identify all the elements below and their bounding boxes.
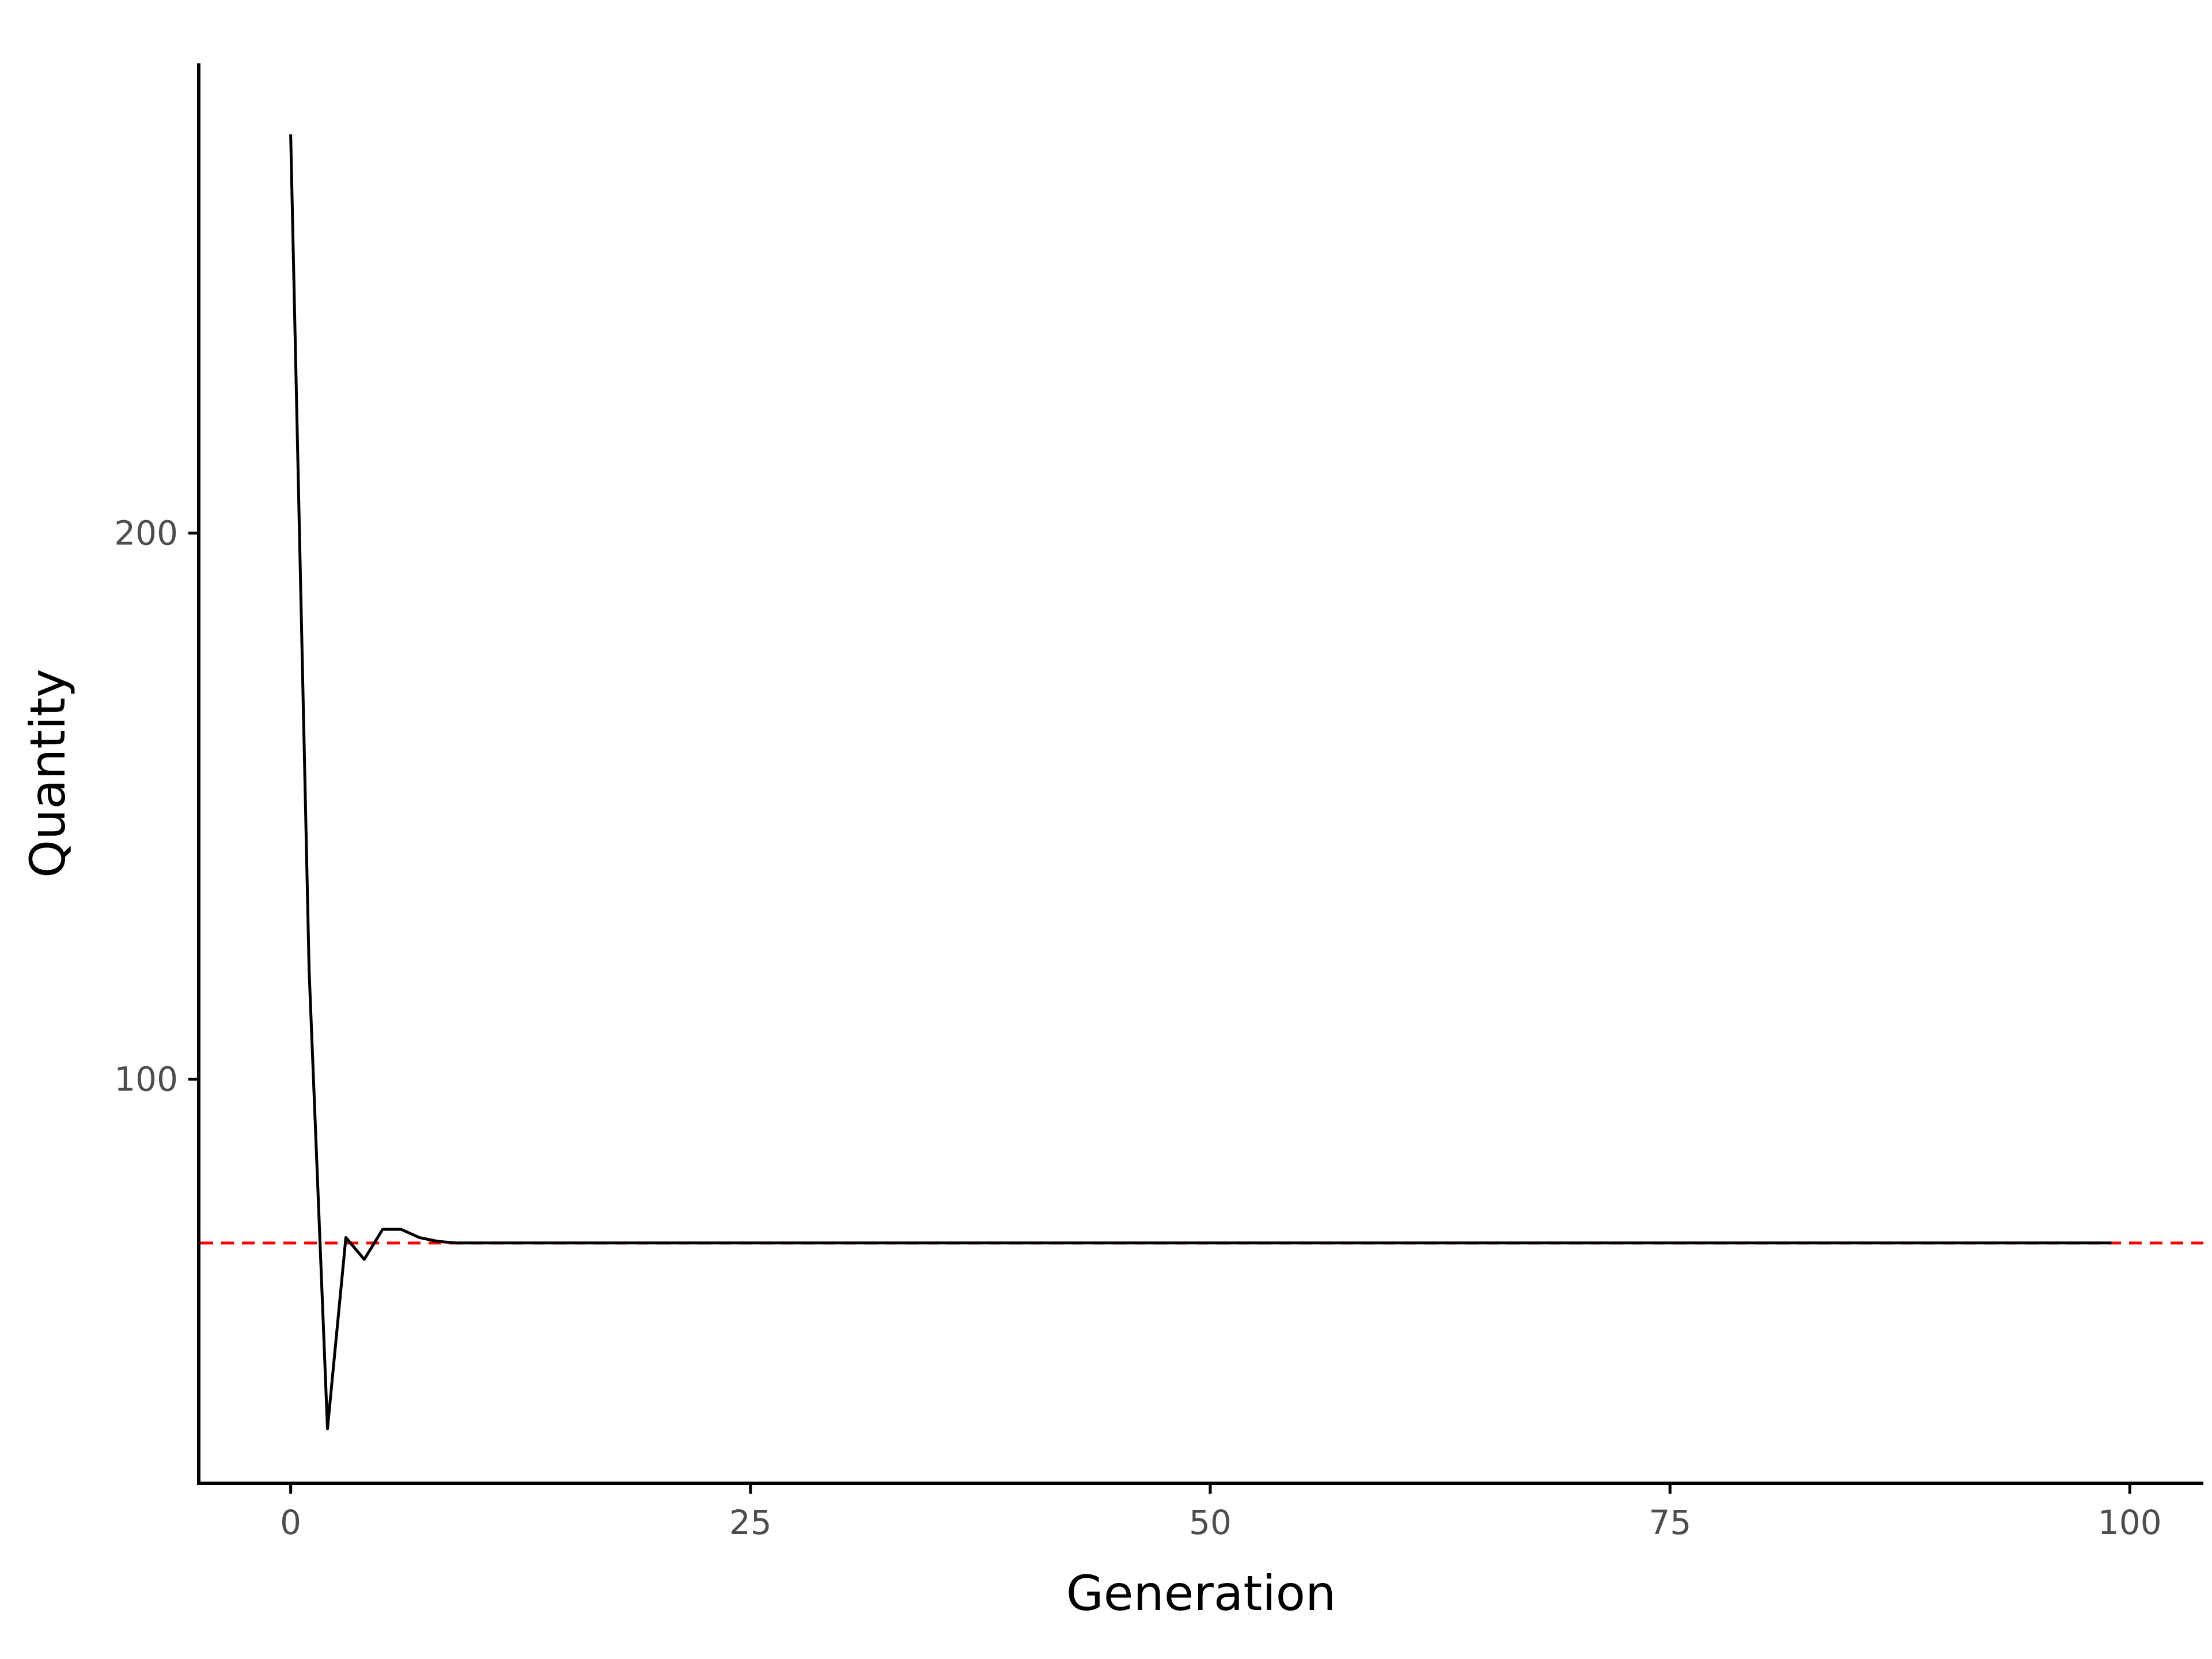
x-axis-ticks: 0 25 50 75 100 xyxy=(280,1483,2162,1542)
axes xyxy=(197,63,2203,1485)
y-axis-title: Quantity xyxy=(20,669,76,878)
series-lines xyxy=(289,134,2112,1430)
x-tick-label: 0 xyxy=(280,1503,301,1542)
x-axis-title: Generation xyxy=(1066,1565,1336,1622)
x-tick-label: 100 xyxy=(2098,1503,2162,1542)
y-tick-label: 100 xyxy=(114,1059,178,1099)
x-tick-label: 25 xyxy=(729,1503,772,1542)
y-tick-label: 200 xyxy=(114,513,178,552)
x-tick-label: 50 xyxy=(1189,1503,1232,1542)
x-tick-label: 75 xyxy=(1649,1503,1691,1542)
y-axis-ticks: 100 200 xyxy=(114,513,199,1099)
series-line-0 xyxy=(289,134,2112,1430)
